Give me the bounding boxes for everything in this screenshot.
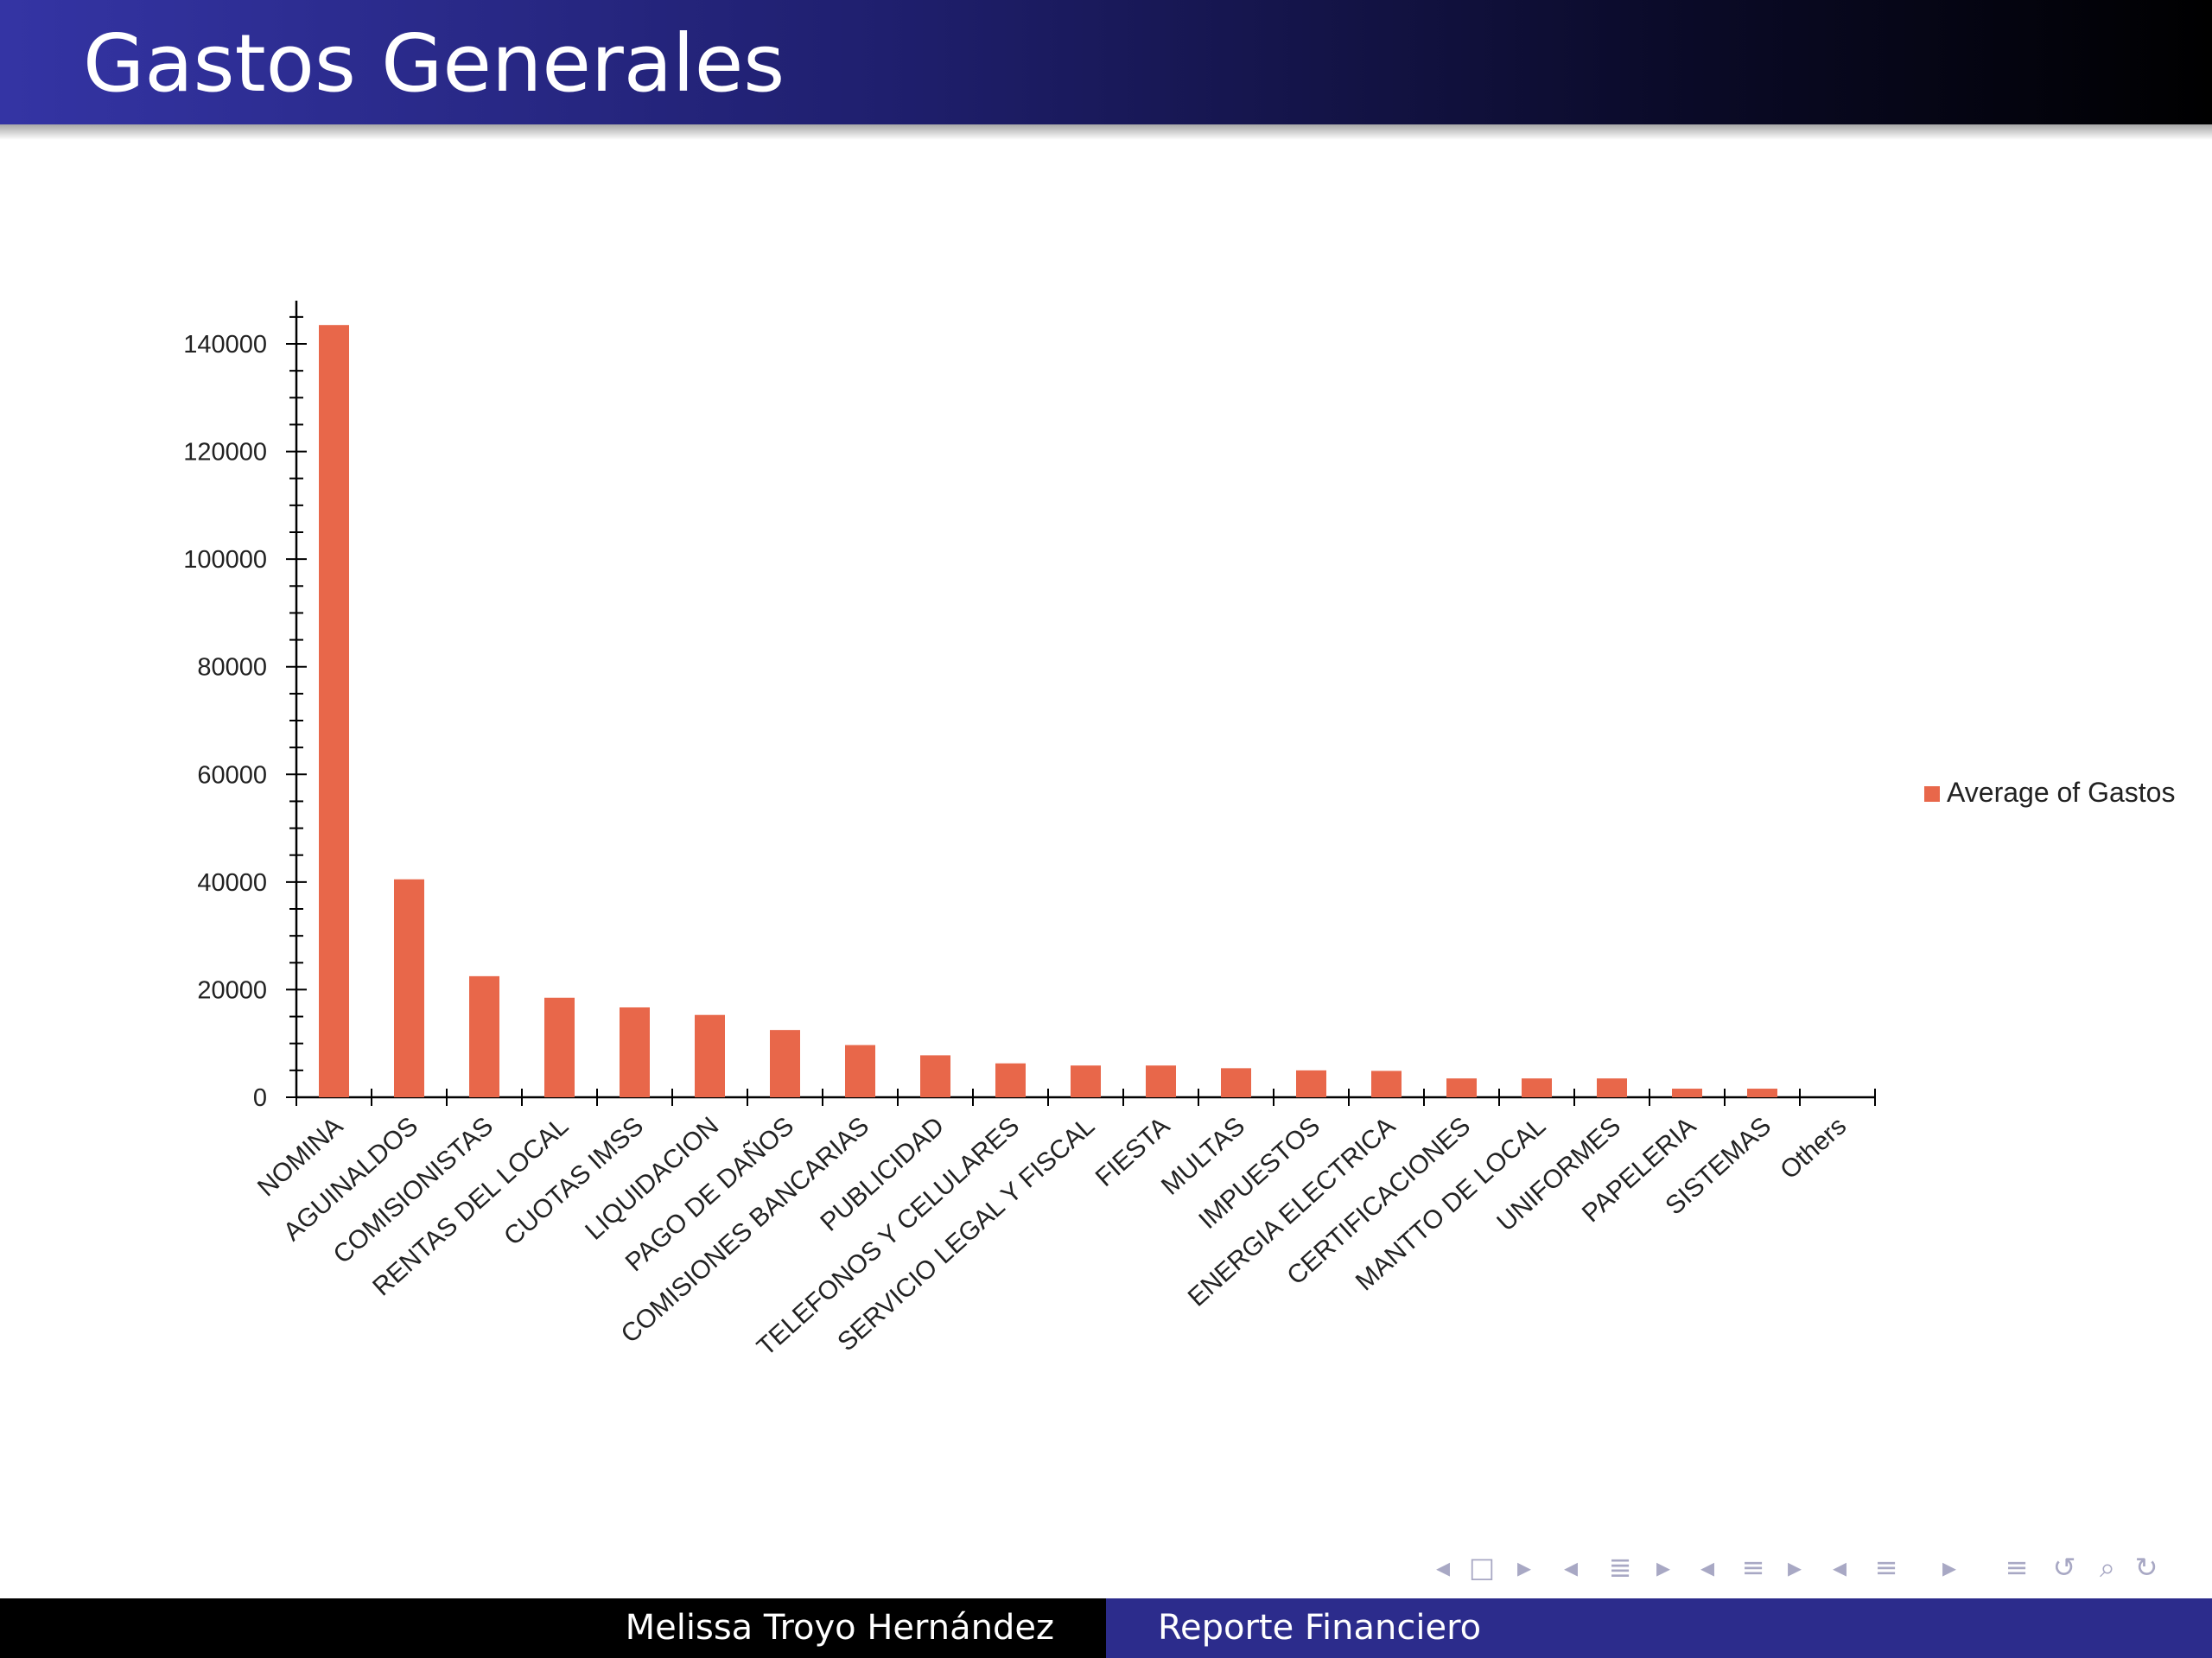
y-tick-label: 20000 xyxy=(197,976,267,1004)
bar-papeleria xyxy=(1672,1089,1702,1097)
category-label: LIQUIDACION xyxy=(580,1112,724,1246)
legend-swatch xyxy=(1924,786,1940,802)
triangle-left-icon[interactable]: ◂ xyxy=(1435,1551,1451,1584)
bar-cuotas-imss xyxy=(620,1007,650,1097)
footer-title: Reporte Financiero xyxy=(1158,1608,1482,1648)
bar-mantto-de-local xyxy=(1522,1078,1552,1097)
legend: Average of Gastos xyxy=(1924,777,2175,808)
triangle-left-icon[interactable]: ◂ xyxy=(1563,1551,1579,1584)
footer-author-panel: Melissa Troyo Hernández xyxy=(0,1598,1106,1658)
category-label: AGUINALDOS xyxy=(278,1112,423,1247)
footer-title-panel: Reporte Financiero xyxy=(1106,1598,2212,1658)
bar-multas xyxy=(1221,1068,1251,1097)
bar-certificaciones xyxy=(1446,1078,1477,1097)
triangle-right-icon[interactable]: ▸ xyxy=(1787,1551,1802,1584)
title-bar: Gastos Generales xyxy=(0,0,2212,124)
bar-energia-electrica xyxy=(1371,1070,1402,1097)
category-label: Others xyxy=(1775,1112,1852,1185)
bar-publicidad xyxy=(920,1055,950,1097)
bar-fiesta xyxy=(1146,1065,1176,1097)
triangle-left-icon[interactable]: ◂ xyxy=(1700,1551,1715,1584)
bar-impuestos xyxy=(1296,1070,1326,1097)
bar-aguinaldos xyxy=(394,879,424,1097)
bar-series xyxy=(319,325,1777,1097)
triangle-right-icon[interactable]: ▸ xyxy=(1942,1551,1957,1584)
y-tick-label: 40000 xyxy=(197,869,267,897)
footer-author: Melissa Troyo Hernández xyxy=(625,1608,1054,1648)
y-tick-label: 60000 xyxy=(197,761,267,789)
y-tick-label: 140000 xyxy=(183,331,267,359)
bar-uniformes xyxy=(1597,1078,1627,1097)
triangle-right-icon[interactable]: ▸ xyxy=(1656,1551,1671,1584)
section-icon[interactable]: ≡ xyxy=(1741,1551,1765,1584)
bar-sistemas xyxy=(1747,1089,1777,1097)
forward-icon[interactable]: ↻ xyxy=(2134,1551,2158,1584)
slide-title: Gastos Generales xyxy=(83,17,785,110)
y-tick-label: 120000 xyxy=(183,439,267,467)
bar-telefonos-y-celulares xyxy=(995,1063,1026,1097)
bar-nomina xyxy=(319,325,349,1097)
triangle-left-icon[interactable]: ◂ xyxy=(1832,1551,1847,1584)
title-bar-shadow xyxy=(0,124,2212,140)
bar-rentas-del-local xyxy=(544,997,575,1097)
y-tick-label: 0 xyxy=(253,1084,267,1112)
legend-label: Average of Gastos xyxy=(1947,777,2175,808)
triangle-right-icon[interactable]: ▸ xyxy=(1516,1551,1532,1584)
bar-liquidacion xyxy=(695,1014,725,1097)
bar-comisiones-bancarias xyxy=(845,1045,875,1097)
back-icon[interactable]: ↺ xyxy=(2052,1551,2076,1584)
subsection-icon[interactable]: ≣ xyxy=(1608,1551,1632,1584)
y-tick-label: 80000 xyxy=(197,654,267,682)
navigation-controls: ◂ □ ▸ ◂ ≣ ▸ ◂ ≡ ▸ ◂ ≡ ▸ ≡ ↺ ⌕ ↻ xyxy=(1426,1547,2195,1588)
bar-servicio-legal-y-fiscal xyxy=(1071,1065,1101,1097)
bar-comisionistas xyxy=(469,975,499,1097)
search-icon[interactable]: ⌕ xyxy=(2100,1550,2115,1584)
frame-icon[interactable]: □ xyxy=(1468,1551,1496,1584)
section-icon[interactable]: ≡ xyxy=(1874,1551,1898,1584)
outline-icon[interactable]: ≡ xyxy=(2005,1551,2029,1584)
y-axis: 0 20000 40000 60000 80000 100000 120000 140000 xyxy=(183,301,307,1112)
y-tick-label: 100000 xyxy=(183,546,267,574)
bar-pago-de-daños xyxy=(770,1030,800,1097)
